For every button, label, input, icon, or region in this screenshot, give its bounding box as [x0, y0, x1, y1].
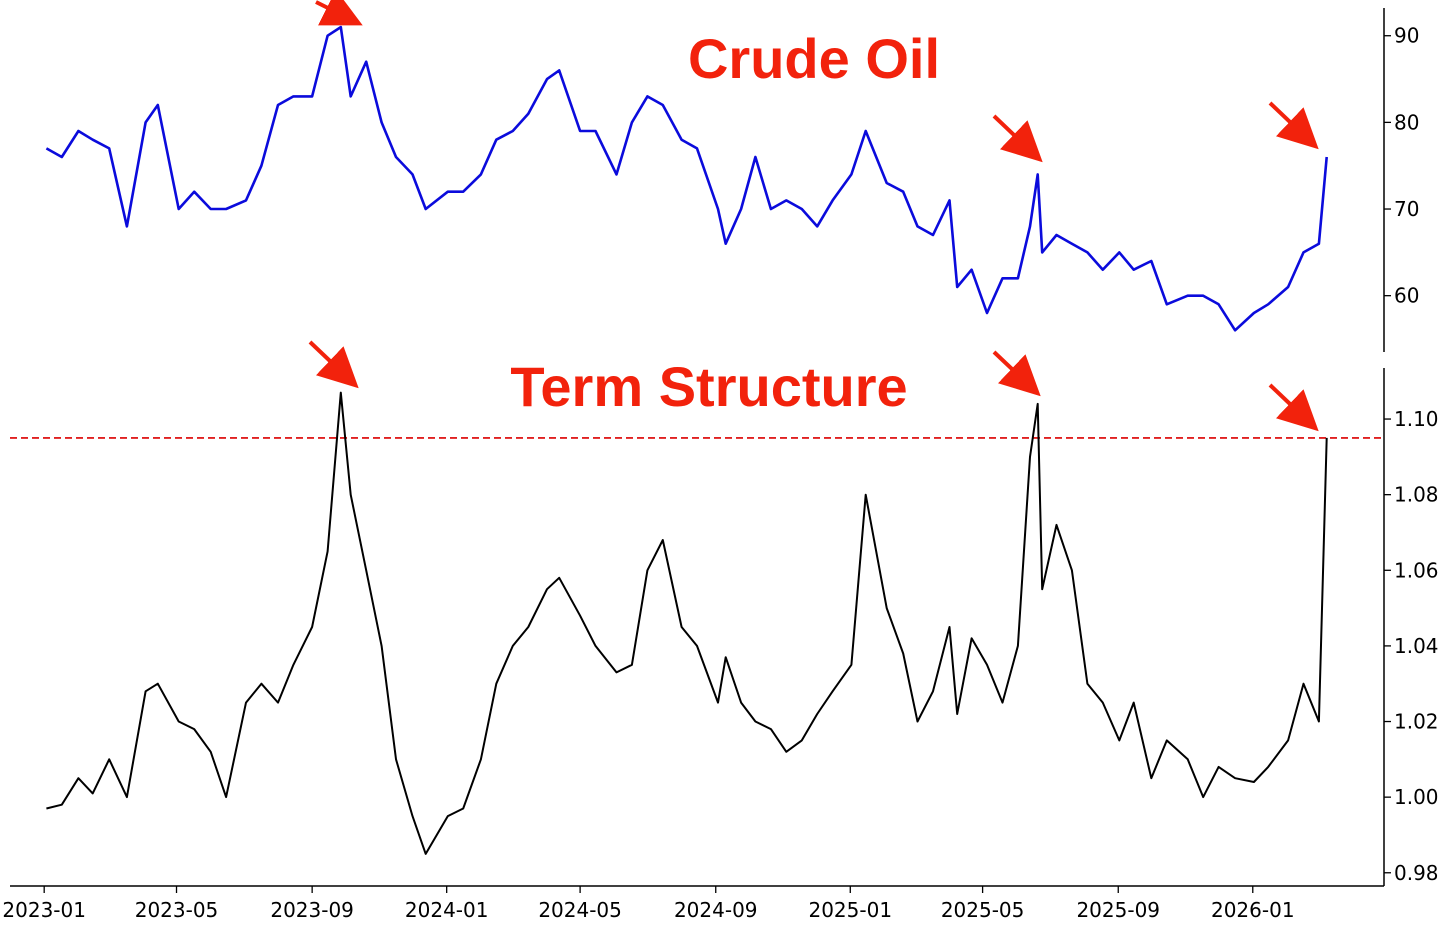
term-structure-y-tick-label: 1.04	[1394, 634, 1439, 658]
term-structure-y-tick-label: 1.10	[1394, 407, 1439, 431]
x-tick-label: 2024-09	[674, 898, 758, 922]
term-structure-series-line	[46, 391, 1328, 855]
x-axis: 2023-01 2023-05 2023-09 2024-01 2024-05 2024-…	[2, 886, 1295, 922]
term-structure-y-tick-label: 0.98	[1394, 861, 1439, 885]
term-structure-arrow-1	[308, 340, 359, 389]
crude-oil-arrow-2	[992, 114, 1043, 163]
crude-oil-series-line	[45, 25, 1328, 332]
crude-oil-y-axis: 60 70 80 90	[1384, 24, 1419, 308]
term-structure-y-tick-label: 1.02	[1394, 710, 1439, 734]
crude-oil-title: Crude Oil	[688, 27, 940, 90]
term-structure-y-tick-label: 1.00	[1394, 785, 1439, 809]
term-structure-title: Term Structure	[510, 355, 907, 418]
term-structure-y-tick-label: 1.08	[1394, 483, 1439, 507]
term-structure-y-axis: 0.98 1.00 1.02 1.04 1.06 1.08 1.10	[1384, 407, 1439, 885]
crude-oil-arrow-3	[1268, 101, 1319, 150]
x-tick-label: 2024-01	[405, 898, 489, 922]
x-tick-label: 2025-01	[808, 898, 892, 922]
crude-oil-y-tick-label: 90	[1394, 24, 1419, 48]
term-structure-arrow-3	[1268, 383, 1319, 432]
x-tick-label: 2023-01	[2, 898, 86, 922]
x-tick-label: 2025-09	[1076, 898, 1160, 922]
crude-oil-y-tick-label: 70	[1394, 197, 1419, 221]
crude-oil-y-tick-label: 60	[1394, 284, 1419, 308]
term-structure-arrow-2	[992, 350, 1041, 397]
x-tick-label: 2023-05	[135, 898, 219, 922]
x-tick-label: 2023-09	[270, 898, 354, 922]
term-structure-panel: 0.981.001.021.041.061.081.10 2023-01 2023…	[2, 340, 1439, 922]
x-tick-label: 2024-05	[538, 898, 622, 922]
x-tick-label: 2026-01	[1211, 898, 1295, 922]
crude-oil-panel: 60 70 80 90 Crude Oil	[45, 0, 1419, 352]
term-structure-y-tick-label: 1.06	[1394, 558, 1439, 582]
crude-oil-arrow-1	[315, 0, 363, 26]
x-tick-label: 2025-05	[941, 898, 1025, 922]
crude-oil-y-tick-label: 80	[1394, 110, 1419, 134]
